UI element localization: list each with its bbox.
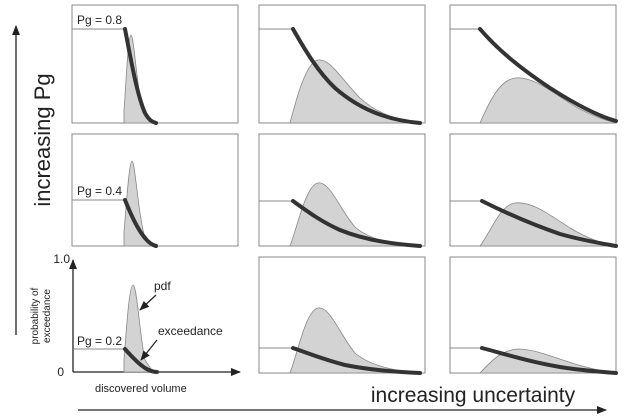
pdf-curve-1-0 <box>123 160 157 247</box>
panel-0-0: Pg = 0.8 <box>72 13 158 125</box>
panel-2-1 <box>259 307 422 375</box>
increasing-uncertainty-label: increasing uncertainty <box>371 384 576 407</box>
y-tick-bottom: 0 <box>57 365 64 379</box>
exceedance-curve-0-0 <box>123 27 158 125</box>
exceedance-curve-1-0 <box>123 198 158 248</box>
panel-frames <box>71 4 617 374</box>
panel-1-1 <box>259 182 422 248</box>
panel-1-0: Pg = 0.4 <box>72 160 158 248</box>
exceedance-curve-1-2 <box>480 199 618 248</box>
panel-0-1 <box>259 27 422 125</box>
pg-label-row-1: Pg = 0.4 <box>77 184 122 198</box>
exceedance-annotation: exceedance <box>158 324 223 338</box>
exceedance-curve-2-0 <box>123 347 159 374</box>
y-axis-label-line2: exceedance <box>42 289 53 343</box>
panel-0-2 <box>450 27 618 124</box>
pdf-curve-0-1 <box>289 59 421 124</box>
pdf-annotation: pdf <box>154 279 171 293</box>
pg-label-row-2: Pg = 0.2 <box>77 334 122 348</box>
exceedance-curve-1-1 <box>291 199 422 248</box>
exceedance-annotation-arrow <box>140 339 158 361</box>
panel-2-2 <box>450 346 618 375</box>
increasing-pg-label: increasing Pg <box>30 73 55 206</box>
exceedance-curve-2-1 <box>291 346 422 375</box>
pdf-curve-2-1 <box>289 307 421 374</box>
panel-2-0: 1.0 0 probability of exceedance discover… <box>30 252 241 395</box>
panel-1-2 <box>450 199 618 248</box>
exceedance-curve-2-2 <box>480 346 618 375</box>
y-tick-top: 1.0 <box>53 252 70 266</box>
exceedance-curve-0-1 <box>291 27 422 125</box>
y-axis-label-line1: probability of <box>30 287 41 344</box>
exceedance-curve-0-2 <box>478 27 618 123</box>
pg-label-row-0: Pg = 0.8 <box>77 13 122 27</box>
pdf-annotation-arrow <box>139 294 157 311</box>
x-axis-label: discovered volume <box>95 383 187 395</box>
